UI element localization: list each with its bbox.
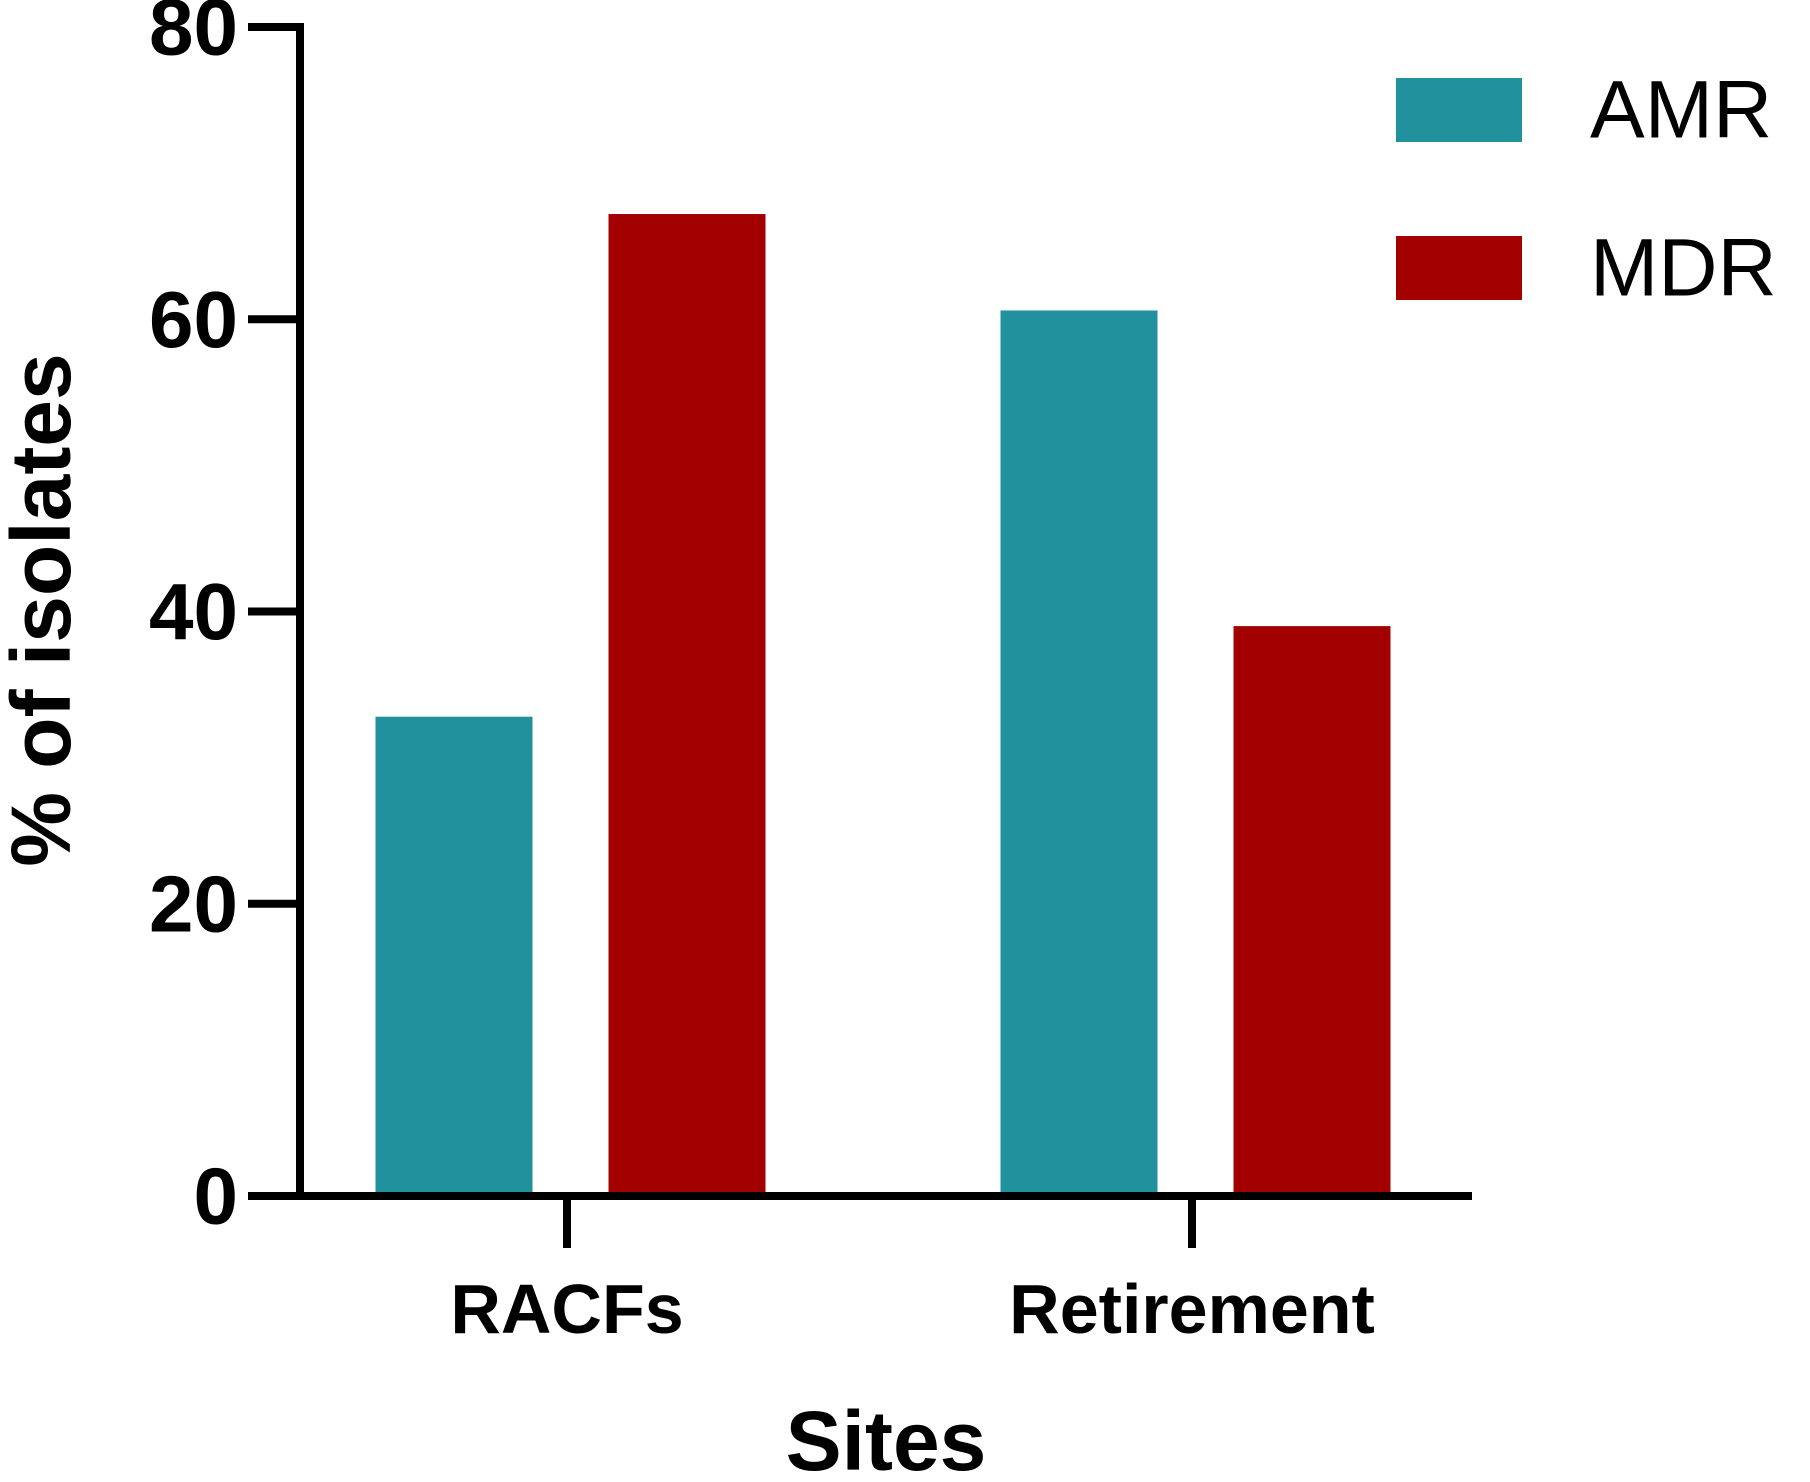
- bar-amr-retirement: [1000, 310, 1158, 1196]
- bar-mdr-racfs: [608, 214, 766, 1197]
- x-axis-ticks: RACFs Retirement: [450, 1196, 1375, 1348]
- x-tick-label: Retirement: [1009, 1270, 1375, 1348]
- y-tick-label: 40: [149, 567, 238, 656]
- y-tick-label: 60: [149, 275, 238, 364]
- y-tick-label: 80: [149, 0, 238, 72]
- legend: AMR MDR: [1396, 65, 1777, 314]
- y-axis-ticks: 0 20 40 60 80: [149, 0, 300, 1241]
- y-tick-label: 0: [194, 1152, 239, 1241]
- y-tick-label: 20: [149, 859, 238, 948]
- y-axis-title: % of isolates: [0, 353, 88, 866]
- x-tick-label: RACFs: [450, 1270, 683, 1348]
- bars-layer: [375, 214, 1391, 1197]
- legend-label-amr: AMR: [1590, 65, 1772, 156]
- bar-mdr-retirement: [1233, 626, 1391, 1196]
- x-axis-title: Sites: [786, 1394, 987, 1482]
- bar-amr-racfs: [375, 716, 533, 1196]
- legend-label-mdr: MDR: [1590, 223, 1777, 314]
- legend-swatch-amr: [1396, 78, 1522, 142]
- legend-swatch-mdr: [1396, 236, 1522, 300]
